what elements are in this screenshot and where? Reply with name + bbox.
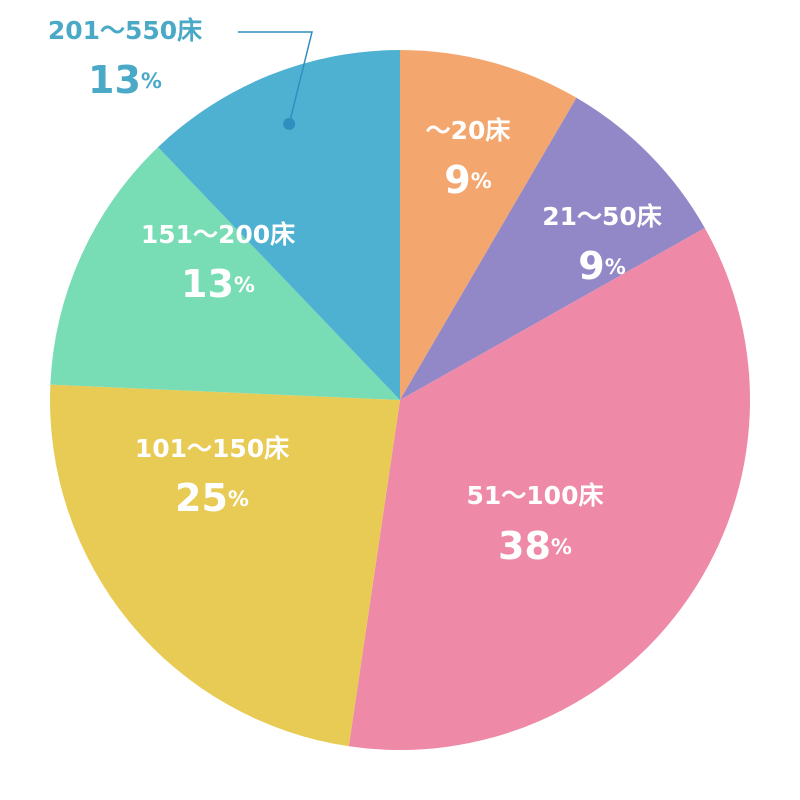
value-unit: %	[228, 487, 249, 511]
category-label: 51～100床	[467, 481, 604, 510]
value-number: 38	[498, 524, 551, 568]
leader-dot	[283, 117, 296, 130]
value-number: 13	[88, 58, 141, 102]
value-label: 25%	[175, 476, 249, 520]
slice	[50, 147, 400, 400]
value-unit: %	[141, 69, 162, 93]
slice	[158, 50, 400, 400]
category-label: 101～150床	[135, 434, 289, 463]
slice	[49, 384, 400, 747]
value-unit: %	[234, 273, 255, 297]
value-label: 13%	[88, 58, 162, 102]
value-number: 13	[181, 262, 234, 306]
slice	[400, 50, 577, 400]
value-number: 9	[578, 244, 604, 288]
category-label: 151～200床	[141, 220, 295, 249]
value-label: 38%	[498, 524, 572, 568]
slice	[348, 227, 750, 750]
value-unit: %	[471, 169, 492, 193]
category-label: 201～550床	[48, 16, 202, 45]
value-label: 13%	[181, 262, 255, 306]
value-number: 9	[444, 158, 470, 202]
labels: ～20床 9% 21～50床 9% 51～100床 38% 101～150床 25% 151～2…	[48, 16, 662, 568]
value-unit: %	[605, 255, 626, 279]
leader-line	[238, 31, 313, 125]
slice	[400, 97, 705, 400]
value-number: 25	[175, 476, 228, 520]
pie	[49, 50, 750, 750]
category-label: 21～50床	[542, 202, 662, 231]
value-unit: %	[551, 535, 572, 559]
category-label: ～20床	[426, 116, 511, 145]
value-label: 9%	[578, 244, 626, 288]
value-label: 9%	[444, 158, 492, 202]
